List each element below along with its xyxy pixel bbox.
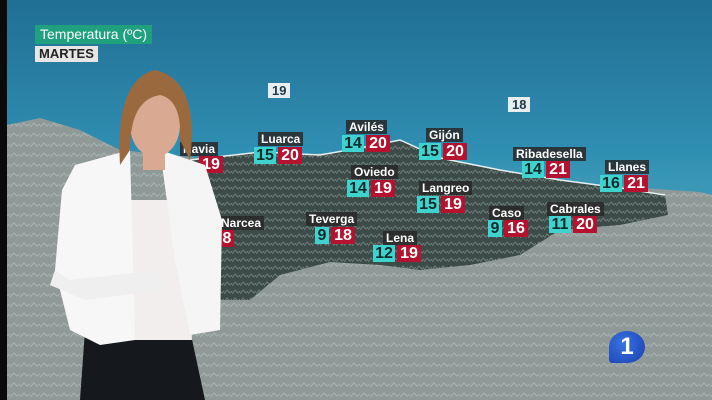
min-temp: 11 <box>549 216 571 233</box>
max-temp: 18 <box>331 227 355 244</box>
max-temp: 8 <box>220 230 234 247</box>
city-label: Caso <box>489 206 525 220</box>
max-temp: 21 <box>546 161 570 178</box>
min-temp: 9 <box>315 227 329 244</box>
city-label: Teverga <box>306 212 358 226</box>
tve-1-logo: 1 <box>609 331 645 363</box>
min-temp: 16 <box>600 175 622 192</box>
city-label: Luarca <box>258 132 304 146</box>
city-label: Avilés <box>346 120 387 134</box>
min-temp: 9 <box>488 220 502 237</box>
max-temp: 19 <box>397 245 421 262</box>
city-temps: 14 20 <box>342 135 390 152</box>
city-label: Gijón <box>426 128 463 142</box>
city-temps: 12 19 <box>373 245 421 262</box>
city-label: Narcea <box>218 216 265 230</box>
city-label: Llanes <box>605 160 650 174</box>
max-temp: 21 <box>624 175 648 192</box>
city-label: Ribadesella <box>513 147 586 161</box>
min-temp: 15 <box>419 143 441 160</box>
asturias-region <box>190 140 668 300</box>
city-temps: 9 16 <box>488 220 528 237</box>
max-temp: 20 <box>443 143 467 160</box>
min-temp: 14 <box>342 135 364 152</box>
min-temp: 15 <box>254 147 276 164</box>
city-label: Cabrales <box>547 202 604 216</box>
min-temp: 12 <box>373 245 395 262</box>
city-temps: 16 21 <box>600 175 648 192</box>
max-temp: 19 <box>371 180 395 197</box>
city-label: Oviedo <box>351 165 398 179</box>
city-temps: 15 19 <box>417 196 465 213</box>
max-temp: 19 <box>441 196 465 213</box>
city-temps: 15 20 <box>254 147 302 164</box>
min-temp: 14 <box>522 161 544 178</box>
max-temp: 16 <box>504 220 528 237</box>
min-temp: 14 <box>347 180 369 197</box>
min-temp: 15 <box>417 196 439 213</box>
max-temp: 20 <box>366 135 390 152</box>
sea-temp: 19 <box>268 83 291 98</box>
city-temps: 8 <box>218 230 234 247</box>
day-label: MARTES <box>35 46 98 62</box>
screen-edge <box>0 0 7 400</box>
city-label: Langreo <box>419 181 473 195</box>
city-temps: 15 20 <box>419 143 467 160</box>
city-temps: 11 20 <box>549 216 597 233</box>
map-title: Temperatura (ºC) <box>35 25 153 44</box>
city-temps: 14 19 <box>347 180 395 197</box>
max-temp: 20 <box>573 216 597 233</box>
max-temp: 20 <box>278 147 302 164</box>
city-temps: 9 18 <box>315 227 355 244</box>
city-label: Lena <box>383 231 418 245</box>
city-temps: 14 21 <box>522 161 570 178</box>
sea-temp: 18 <box>508 97 531 112</box>
